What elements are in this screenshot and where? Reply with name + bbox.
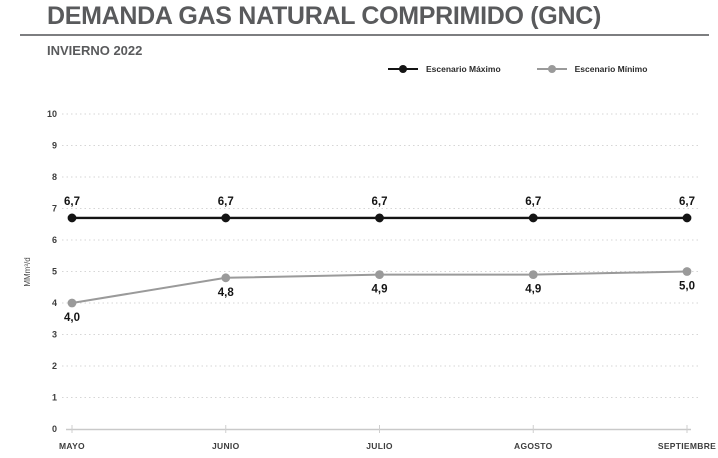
legend-marker-icon <box>536 65 567 73</box>
data-point-label: 6,7 <box>64 196 80 208</box>
y-axis-tick-label: 0 <box>52 424 57 434</box>
y-axis-tick-label: 2 <box>52 361 57 371</box>
x-axis-tick-label: JULIO <box>366 441 393 451</box>
y-axis-tick-label: 9 <box>52 141 57 151</box>
y-axis-tick-label: 5 <box>52 267 57 277</box>
x-axis-tick-label: AGOSTO <box>514 441 553 451</box>
y-axis-tick-label: 8 <box>52 172 57 182</box>
data-point-label: 5,0 <box>679 281 695 293</box>
data-point-label: 6,7 <box>218 196 234 208</box>
y-axis-tick-label: 6 <box>52 235 57 245</box>
page-title: DEMANDA GAS NATURAL COMPRIMIDO (GNC) <box>47 2 601 30</box>
data-point <box>221 213 231 223</box>
data-point <box>375 213 384 223</box>
y-axis-tick-label: 10 <box>47 109 57 119</box>
x-axis-tick-label: SEPTIEMBRE <box>658 441 716 451</box>
data-point <box>67 213 77 223</box>
data-point-label: 6,7 <box>372 196 388 208</box>
y-axis-tick-label: 4 <box>52 298 57 308</box>
data-point-label: 4,9 <box>525 284 541 296</box>
data-point <box>682 267 692 276</box>
page-subtitle: INVIERNO 2022 <box>47 43 143 58</box>
data-point-label: 4,0 <box>64 312 80 324</box>
legend-item-0: Escenario Máximo <box>388 64 501 74</box>
y-axis-tick-label: 3 <box>52 330 57 340</box>
x-axis-tick-label: JUNIO <box>212 441 240 451</box>
title-separator <box>20 34 709 36</box>
data-point-label: 6,7 <box>679 196 695 208</box>
y-axis-tick-label: 1 <box>52 393 57 403</box>
legend-label: Escenario Mínimo <box>574 64 648 74</box>
data-point <box>528 213 538 223</box>
legend-label: Escenario Máximo <box>426 64 501 74</box>
data-point <box>67 298 77 308</box>
legend-item-1: Escenario Mínimo <box>536 64 648 74</box>
data-point-label: 4,9 <box>372 284 388 296</box>
data-point-label: 4,8 <box>218 287 235 299</box>
y-axis-tick-label: 7 <box>52 204 57 214</box>
data-point <box>528 270 538 280</box>
x-axis-tick-label: MAYO <box>59 441 85 451</box>
data-point <box>682 213 692 223</box>
legend-marker-icon <box>388 65 418 73</box>
data-point <box>375 270 384 280</box>
chart-legend: Escenario Máximo Escenario Mínimo <box>388 64 647 74</box>
data-point-label: 6,7 <box>525 196 541 208</box>
y-axis-title: MMm³/d <box>23 257 32 286</box>
data-point <box>221 273 231 283</box>
